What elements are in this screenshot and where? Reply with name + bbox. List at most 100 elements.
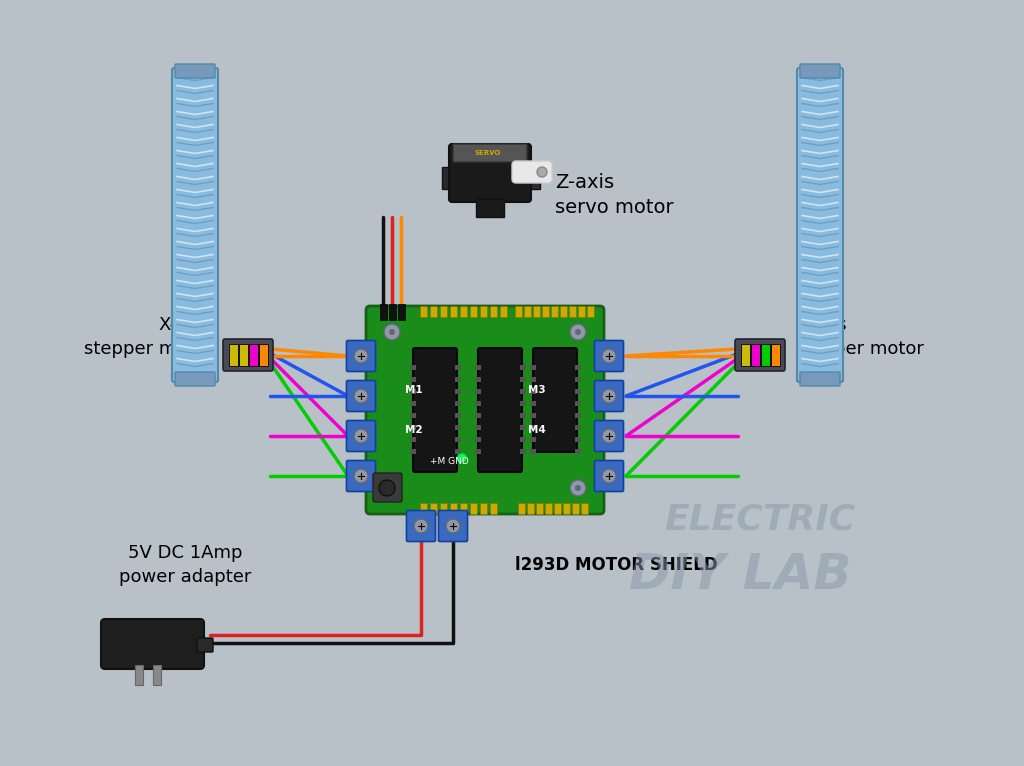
Text: ELECTRIC: ELECTRIC <box>665 503 856 537</box>
FancyBboxPatch shape <box>797 68 843 382</box>
FancyBboxPatch shape <box>373 473 402 502</box>
Bar <box>239 344 248 366</box>
Bar <box>470 306 477 317</box>
Bar <box>475 413 481 418</box>
Bar <box>258 344 267 366</box>
Bar <box>520 401 526 406</box>
Bar <box>455 437 461 442</box>
FancyBboxPatch shape <box>346 341 376 372</box>
FancyBboxPatch shape <box>595 460 624 492</box>
Bar <box>475 437 481 442</box>
Text: M1: M1 <box>406 385 423 395</box>
Circle shape <box>537 167 547 177</box>
Bar <box>572 503 579 514</box>
Bar <box>475 377 481 382</box>
Bar <box>410 365 416 370</box>
FancyBboxPatch shape <box>800 372 840 386</box>
FancyBboxPatch shape <box>197 638 213 652</box>
Bar <box>530 413 536 418</box>
Bar <box>578 306 585 317</box>
Text: M2: M2 <box>406 425 423 435</box>
Bar <box>455 449 461 454</box>
Circle shape <box>354 389 368 403</box>
Bar <box>430 306 437 317</box>
Bar <box>380 304 387 320</box>
Bar <box>500 306 507 317</box>
Bar <box>520 389 526 394</box>
Circle shape <box>379 480 395 496</box>
Text: DIY LAB: DIY LAB <box>629 551 851 599</box>
Bar <box>475 365 481 370</box>
Circle shape <box>389 485 395 491</box>
Bar <box>470 503 477 514</box>
FancyBboxPatch shape <box>346 421 376 451</box>
Bar <box>530 437 536 442</box>
FancyBboxPatch shape <box>175 372 215 386</box>
Bar <box>455 365 461 370</box>
Bar <box>460 306 467 317</box>
Bar <box>410 425 416 430</box>
Bar <box>480 306 487 317</box>
Bar <box>520 377 526 382</box>
Bar <box>455 389 461 394</box>
Circle shape <box>570 480 586 496</box>
Bar <box>420 503 427 514</box>
Bar <box>528 167 540 189</box>
Circle shape <box>575 329 581 335</box>
FancyBboxPatch shape <box>595 421 624 451</box>
Circle shape <box>575 485 581 491</box>
Bar <box>569 306 575 317</box>
Bar <box>420 306 427 317</box>
Text: Y-axis
stepper motor: Y-axis stepper motor <box>795 316 924 358</box>
Text: +M GND: +M GND <box>430 457 469 466</box>
FancyBboxPatch shape <box>478 348 522 472</box>
Bar <box>581 503 588 514</box>
FancyBboxPatch shape <box>223 339 273 371</box>
Text: SERVO: SERVO <box>475 150 501 156</box>
Bar <box>530 377 536 382</box>
Bar <box>554 503 561 514</box>
Bar <box>536 503 543 514</box>
Bar <box>410 377 416 382</box>
Bar <box>398 304 406 320</box>
FancyBboxPatch shape <box>534 348 577 452</box>
Bar <box>530 401 536 406</box>
Bar <box>563 503 570 514</box>
FancyBboxPatch shape <box>800 64 840 78</box>
FancyBboxPatch shape <box>407 510 435 542</box>
Bar <box>490 503 497 514</box>
Bar <box>560 306 567 317</box>
Bar <box>442 167 454 189</box>
Bar <box>527 503 534 514</box>
Text: l293D MOTOR SHIELD: l293D MOTOR SHIELD <box>515 556 718 574</box>
Bar <box>455 413 461 418</box>
Bar <box>410 401 416 406</box>
Circle shape <box>457 453 467 463</box>
FancyBboxPatch shape <box>366 306 604 514</box>
FancyBboxPatch shape <box>101 619 204 669</box>
FancyBboxPatch shape <box>175 64 215 78</box>
FancyBboxPatch shape <box>346 381 376 411</box>
Bar <box>440 306 447 317</box>
Bar <box>410 449 416 454</box>
Bar <box>530 425 536 430</box>
FancyBboxPatch shape <box>735 339 785 371</box>
Circle shape <box>446 519 460 533</box>
Circle shape <box>354 469 368 483</box>
Bar <box>430 503 437 514</box>
Bar <box>530 365 536 370</box>
Bar <box>450 503 457 514</box>
Bar <box>770 344 779 366</box>
Bar <box>475 425 481 430</box>
Bar <box>153 665 161 685</box>
Text: 5V DC 1Amp
power adapter: 5V DC 1Amp power adapter <box>119 544 251 586</box>
Circle shape <box>389 329 395 335</box>
Bar <box>518 503 525 514</box>
Bar <box>551 306 558 317</box>
Bar <box>575 413 581 418</box>
FancyBboxPatch shape <box>512 161 552 183</box>
Bar <box>476 199 504 217</box>
Bar <box>460 503 467 514</box>
Bar <box>575 449 581 454</box>
FancyBboxPatch shape <box>449 144 531 202</box>
